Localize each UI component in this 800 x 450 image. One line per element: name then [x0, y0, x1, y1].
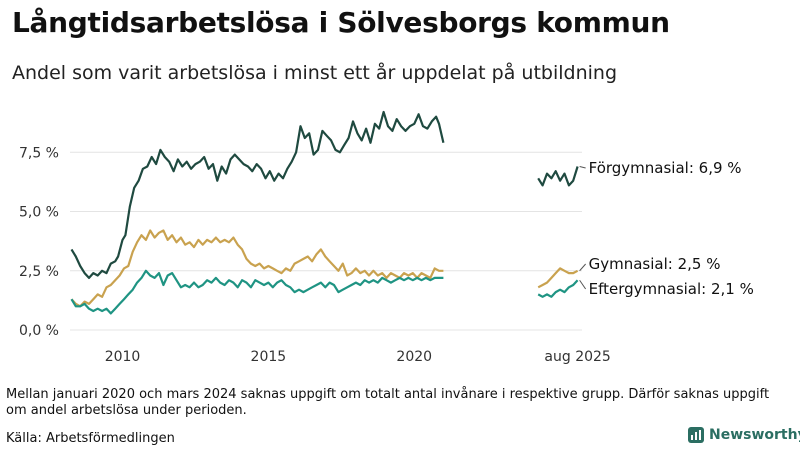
label-connector	[579, 279, 587, 290]
y-axis-ticks: 0,0 % 2,5 % 5,0 % 7,5 %	[19, 145, 59, 339]
series-line-gymnasial-recent	[537, 267, 579, 289]
y-tick-label: 2,5 %	[19, 264, 59, 280]
source-text: Källa: Arbetsförmedlingen	[6, 431, 175, 446]
gridlines	[70, 151, 582, 331]
brand-logo[interactable]: Newsworthy	[688, 427, 800, 443]
footnote: Mellan januari 2020 och mars 2024 saknas…	[6, 387, 770, 418]
series-end-label: Eftergymnasial: 2,1 %	[589, 280, 754, 298]
chart-title: Långtidsarbetslösa i Sölvesborgs kommun	[12, 6, 670, 39]
label-connector	[579, 165, 586, 169]
label-connector	[579, 263, 586, 272]
series-line-förgymnasial-recent	[537, 166, 579, 187]
x-tick-label: 2010	[105, 349, 141, 365]
y-tick-label: 7,5 %	[19, 145, 59, 161]
series-end-label: Gymnasial: 2,5 %	[589, 255, 721, 273]
series-line-eftergymnasial	[70, 269, 444, 315]
x-axis-ticks: 2010 2015 2020 aug 2025	[105, 349, 611, 365]
line-chart: 0,0 % 2,5 % 5,0 % 7,5 % 2010 2015 2020 aug 202…	[19, 110, 754, 365]
y-tick-label: 5,0 %	[19, 205, 59, 221]
series-end-label: Förgymnasial: 6,9 %	[589, 159, 742, 177]
series-line-gymnasial	[70, 229, 444, 308]
x-tick-label: 2020	[396, 349, 432, 365]
y-tick-label: 0,0 %	[19, 323, 59, 339]
bar-chart-logo-icon	[688, 427, 704, 443]
x-tick-label: 2015	[251, 349, 287, 365]
series-line-förgymnasial	[70, 110, 445, 279]
series-line-eftergymnasial-recent	[537, 279, 579, 298]
series-lines	[70, 110, 579, 315]
brand-name: Newsworthy	[709, 427, 800, 443]
chart-subtitle: Andel som varit arbetslösa i minst ett å…	[12, 62, 618, 84]
series-labels: Förgymnasial: 6,9 % Gymnasial: 2,5 % Efter…	[579, 159, 754, 298]
x-tick-label: aug 2025	[544, 349, 610, 365]
